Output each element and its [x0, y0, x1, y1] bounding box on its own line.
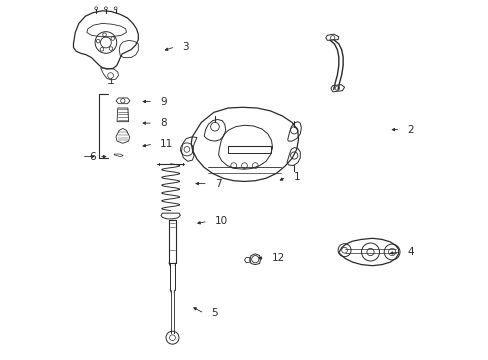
- Text: 3: 3: [182, 42, 189, 52]
- Text: 4: 4: [407, 247, 413, 257]
- Text: 8: 8: [160, 118, 166, 128]
- Text: 1: 1: [293, 172, 300, 182]
- Text: 2: 2: [407, 125, 413, 135]
- Text: 10: 10: [215, 216, 227, 226]
- Text: 9: 9: [160, 96, 166, 107]
- Text: 11: 11: [160, 139, 173, 149]
- Text: 7: 7: [215, 179, 221, 189]
- Text: 6: 6: [89, 152, 96, 162]
- Text: 12: 12: [271, 253, 285, 264]
- Text: 5: 5: [211, 308, 218, 318]
